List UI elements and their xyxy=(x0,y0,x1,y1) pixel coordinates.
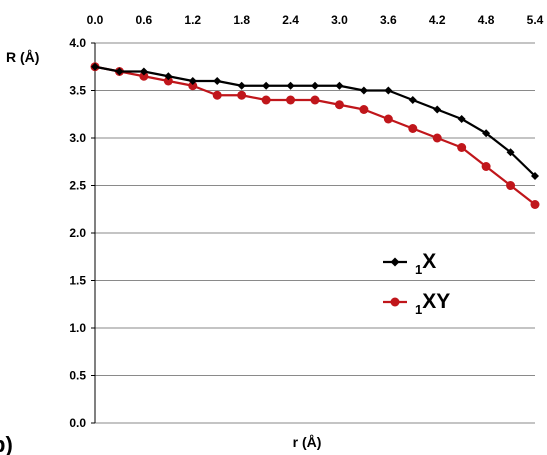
data-point xyxy=(457,143,467,152)
data-point xyxy=(408,96,417,104)
series-layer xyxy=(90,62,540,209)
data-point xyxy=(457,115,466,123)
data-point xyxy=(286,95,296,105)
data-point xyxy=(530,200,540,209)
x-tick-label: 0.0 xyxy=(87,13,104,27)
data-point xyxy=(359,86,368,95)
x-tick-label: 0.6 xyxy=(136,13,153,27)
x-axis-ticks: 0.0 0.6 1.2 1.8 2.4 3.0 3.6 4.2 4.8 5.4 xyxy=(87,13,544,27)
data-point xyxy=(383,114,393,124)
legend-marker-1x xyxy=(390,257,400,267)
data-point xyxy=(164,72,173,81)
legend-marker-1xy xyxy=(390,297,400,307)
x-axis-title: r (Å) xyxy=(293,434,322,450)
gridlines xyxy=(95,42,535,424)
data-point xyxy=(310,95,320,105)
data-point xyxy=(213,77,222,85)
y-tick-label: 2.0 xyxy=(69,226,86,240)
legend: 1X 1XY xyxy=(383,250,450,317)
data-point xyxy=(335,81,344,90)
data-point xyxy=(188,77,197,85)
legend-label-1xy: 1XY xyxy=(415,290,450,317)
y-axis-ticks: 0.0 0.5 1.0 1.5 2.0 2.5 3.0 3.5 4.0 xyxy=(69,36,95,430)
y-tick-label: 2.5 xyxy=(69,179,86,193)
data-point xyxy=(482,129,491,138)
y-tick-label: 1.0 xyxy=(69,321,86,335)
x-tick-label: 2.4 xyxy=(282,13,299,27)
data-point xyxy=(188,81,198,91)
x-tick-label: 5.4 xyxy=(527,13,544,27)
x-tick-label: 3.0 xyxy=(331,13,348,27)
data-point xyxy=(334,100,344,110)
y-tick-label: 0.0 xyxy=(69,416,86,430)
legend-entry-1xy: 1XY xyxy=(383,290,450,317)
data-point xyxy=(359,105,369,114)
data-point xyxy=(237,81,246,90)
data-point xyxy=(408,124,418,133)
legend-main-1xy: XY xyxy=(422,290,450,313)
y-tick-label: 3.5 xyxy=(69,84,86,98)
data-point xyxy=(91,62,99,71)
y-axis-title: R (Å) xyxy=(6,49,39,65)
data-point xyxy=(433,105,442,114)
y-tick-label: 4.0 xyxy=(69,36,86,50)
data-point xyxy=(163,76,173,86)
legend-label-1x: 1X xyxy=(415,250,436,277)
x-tick-label: 4.8 xyxy=(478,13,495,27)
data-point xyxy=(262,81,271,90)
data-point xyxy=(531,172,539,180)
x-tick-label: 3.6 xyxy=(380,13,397,27)
data-point xyxy=(237,90,247,100)
y-tick-label: 1.5 xyxy=(69,274,86,288)
data-point xyxy=(139,67,148,76)
data-point xyxy=(139,71,149,81)
data-point xyxy=(286,81,295,90)
data-point xyxy=(506,148,515,157)
data-point xyxy=(115,67,124,76)
legend-prefix-1xy: 1 xyxy=(415,302,422,317)
x-tick-label: 1.8 xyxy=(233,13,250,27)
y-tick-label: 3.0 xyxy=(69,131,86,145)
data-point xyxy=(481,162,491,171)
y-tick-label: 0.5 xyxy=(69,369,86,383)
legend-prefix-1x: 1 xyxy=(415,262,422,277)
legend-main-1x: X xyxy=(422,250,436,273)
data-point xyxy=(311,81,319,90)
data-point xyxy=(384,86,393,95)
x-tick-label: 1.2 xyxy=(184,13,201,27)
x-tick-label: 4.2 xyxy=(429,13,446,27)
data-point xyxy=(432,133,442,143)
data-point xyxy=(212,90,222,100)
panel-label: b) xyxy=(0,432,13,455)
legend-entry-1x: 1X xyxy=(383,250,436,277)
data-point xyxy=(261,95,271,105)
data-point xyxy=(506,181,516,190)
